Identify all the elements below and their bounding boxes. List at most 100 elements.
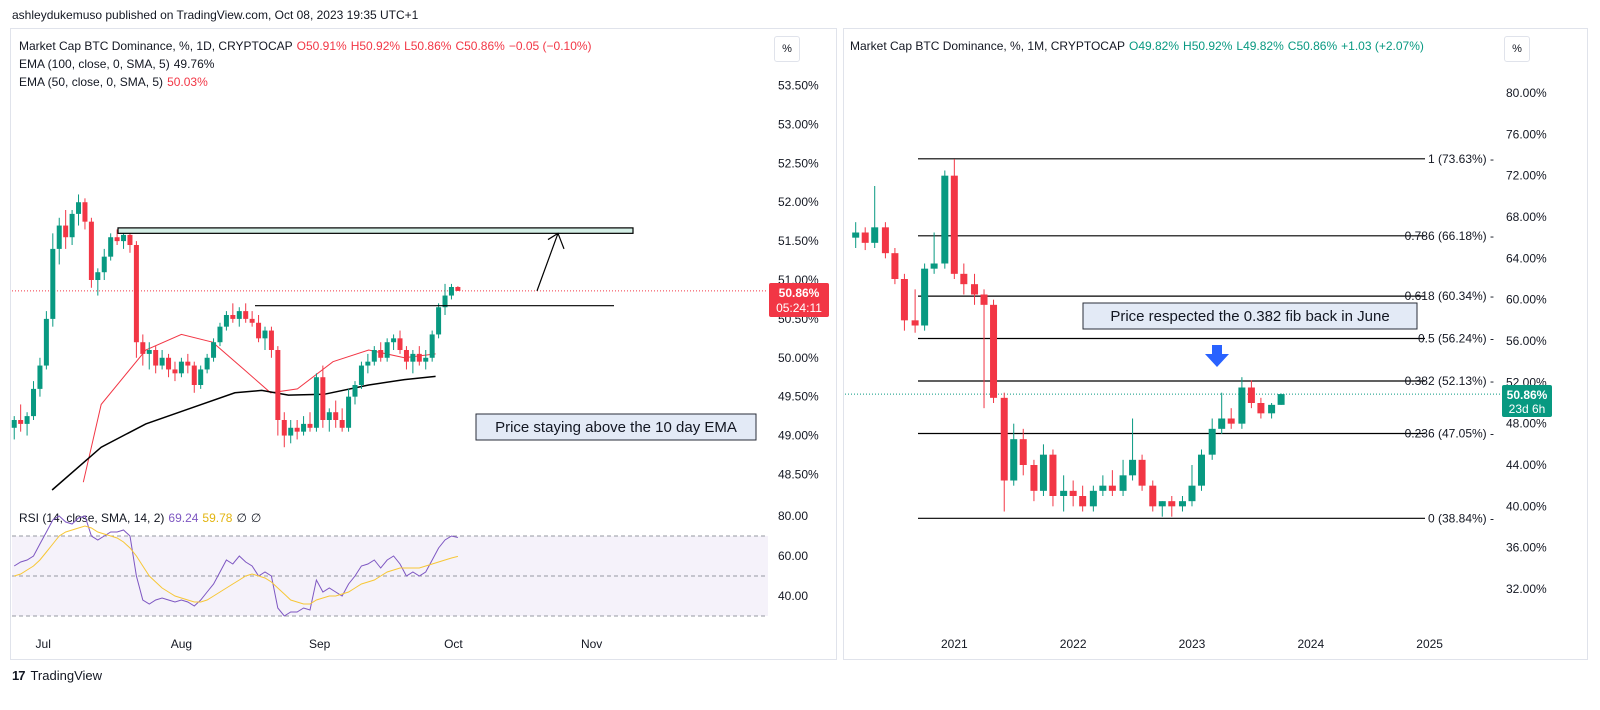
right-x-tick-label: 2025 (1416, 637, 1443, 651)
right-candle (1138, 459, 1146, 486)
left-candle (333, 412, 339, 420)
rsi-empty-2: ∅ (250, 511, 262, 525)
rsi-label[interactable]: RSI (14, close, SMA, 14, 2) (19, 511, 165, 525)
right-y-tick-label: 72.00% (1506, 169, 1547, 183)
right-candle (960, 273, 968, 285)
left-candle (114, 237, 120, 242)
right-open: O49.82% (1128, 39, 1180, 53)
right-candle (1158, 501, 1166, 507)
right-y-tick-label: 76.00% (1506, 127, 1547, 141)
right-legend-main: Market Cap BTC Dominance, %, 1M, CRYPTOC… (850, 39, 1428, 53)
right-candle (1257, 403, 1265, 414)
left-candle (217, 326, 223, 343)
left-candle (275, 350, 281, 420)
rsi-line (13, 515, 459, 617)
left-candle (178, 361, 184, 374)
left-candle (121, 234, 127, 242)
left-candle (455, 287, 461, 291)
left-candle (397, 338, 403, 350)
left-close: C50.86% (455, 39, 505, 53)
right-close: C50.86% (1287, 39, 1338, 53)
right-percent-scale-button[interactable]: % (1504, 36, 1530, 62)
left-candle (50, 248, 56, 319)
right-low: L49.82% (1236, 39, 1284, 53)
right-candle (1168, 501, 1176, 507)
right-candle (911, 320, 919, 326)
right-annotation-text: Price respected the 0.382 fib back in Ju… (1110, 308, 1389, 325)
right-candle (1238, 387, 1246, 424)
ema100-label[interactable]: EMA (100, close, 0, SMA, 5) (19, 57, 170, 71)
right-candle (930, 263, 938, 269)
blue-down-arrow-icon (1205, 345, 1229, 367)
left-candle (339, 420, 345, 428)
left-candle (346, 396, 352, 428)
left-candle (63, 225, 69, 238)
ema100-value: 49.76% (173, 57, 215, 71)
right-candle (1197, 454, 1205, 486)
right-candle (1069, 490, 1077, 496)
right-candle (1268, 404, 1276, 414)
left-candle (268, 330, 274, 350)
footer-brand[interactable]: 17 TradingView (12, 668, 102, 683)
left-candle (313, 377, 319, 428)
left-candle (301, 423, 307, 432)
left-candle (211, 342, 217, 358)
left-candle (358, 365, 364, 385)
left-y-tick-label: 52.50% (778, 156, 819, 170)
left-y-tick-label: 49.00% (778, 429, 819, 443)
right-y-tick-label: 40.00% (1506, 499, 1547, 513)
left-symbol[interactable]: Market Cap BTC Dominance, %, 1D, CRYPTOC… (19, 39, 293, 53)
right-candle (1079, 496, 1087, 507)
left-price-badge: 50.86% 05:24:11 (769, 283, 829, 317)
fib-level-label: 1 (73.63%) - (1428, 152, 1494, 166)
right-candle (852, 232, 860, 238)
left-percent-scale-button[interactable]: % (774, 36, 800, 62)
left-candle (256, 322, 262, 339)
rsi-value: 69.24 (168, 511, 199, 525)
left-candle (448, 287, 454, 296)
target-arrow (536, 233, 559, 292)
right-candle (1178, 501, 1186, 507)
left-candle (243, 311, 249, 319)
right-candle (1060, 490, 1068, 496)
right-x-tick-label: 2023 (1179, 637, 1206, 651)
left-candle (410, 353, 416, 362)
left-price-pane: 53.50%53.00%52.50%52.00%51.50%51.00%50.5… (11, 79, 819, 651)
left-candle (43, 318, 49, 366)
left-candle (294, 427, 300, 432)
right-chart-panel[interactable]: Market Cap BTC Dominance, %, 1M, CRYPTOC… (843, 28, 1588, 660)
right-candle (881, 227, 889, 254)
right-symbol[interactable]: Market Cap BTC Dominance, %, 1M, CRYPTOC… (850, 39, 1125, 53)
right-candle (1218, 418, 1226, 429)
left-annotation-text: Price staying above the 10 day EMA (495, 419, 737, 436)
fib-level-label: 0 (38.84%) - (1428, 511, 1494, 525)
left-candle (82, 202, 88, 222)
left-open: O50.91% (296, 39, 347, 53)
right-x-tick-label: 2022 (1060, 637, 1087, 651)
tradingview-brand-text: TradingView (30, 668, 103, 683)
left-annotation: Price staying above the 10 day EMA (475, 413, 757, 441)
rsi-y-tick-label: 80.00 (778, 509, 808, 523)
left-price-badge-text: 50.86% (779, 286, 820, 300)
ema50-label[interactable]: EMA (50, close, 0, SMA, 5) (19, 75, 164, 89)
left-y-tick-label: 53.00% (778, 117, 819, 131)
left-candle (133, 245, 139, 343)
right-candle (1039, 454, 1047, 491)
left-candle (24, 416, 30, 424)
right-high: H50.92% (1183, 39, 1233, 53)
right-candle (900, 279, 908, 321)
left-candle (198, 369, 204, 385)
right-candle (1119, 475, 1127, 491)
rsi-ma-line (14, 525, 459, 605)
left-chart-panel[interactable]: Market Cap BTC Dominance, %, 1D, CRYPTOC… (10, 28, 837, 660)
left-candle (108, 237, 114, 257)
left-candle (31, 388, 37, 417)
left-candle (223, 315, 229, 327)
left-y-tick-label: 51.50% (778, 234, 819, 248)
left-candle (307, 423, 313, 428)
left-candle (166, 357, 172, 370)
left-candle (101, 256, 107, 273)
left-candle (172, 369, 178, 374)
rsi-legend: RSI (14, close, SMA, 14, 2) 69.24 59.78 ∅ ∅ (19, 511, 265, 525)
